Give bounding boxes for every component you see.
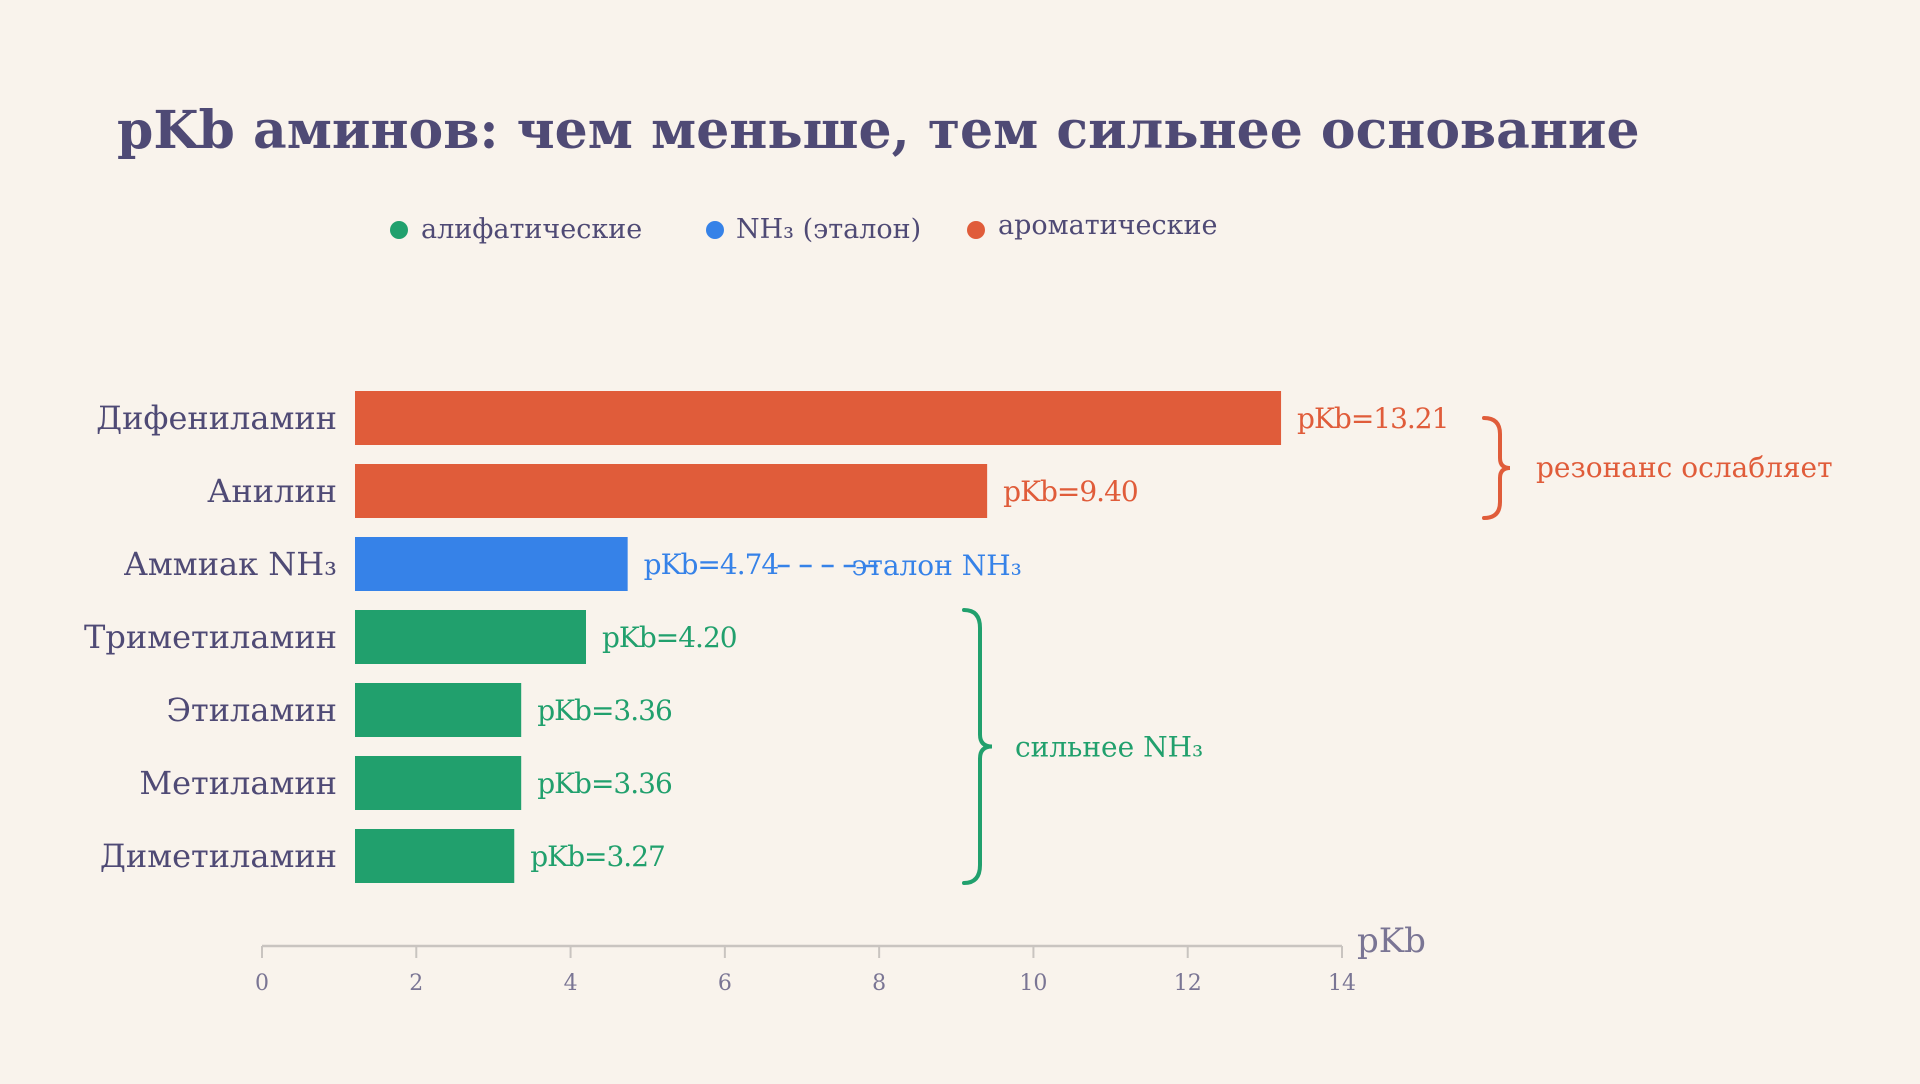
x-axis-title: pKb: [1357, 921, 1426, 961]
bar: [355, 610, 586, 664]
legend-label-reference: NH₃ (эталон): [736, 214, 921, 245]
category-label: Диметиламин: [100, 837, 337, 875]
value-label: pKb=4.20: [602, 621, 737, 654]
x-tick-label: 0: [255, 971, 269, 996]
aromatic-brace: [1482, 416, 1511, 520]
x-tick-label: 8: [872, 971, 886, 996]
legend-swatch-reference: [706, 221, 724, 239]
aromatic-note: резонанс ослабляет: [1536, 451, 1833, 484]
legend-label-aromatic: ароматические: [998, 210, 1217, 241]
x-axis-ticks: 0 2 4 6 8 10 12 14: [255, 946, 1356, 996]
value-label: pKb=3.36: [537, 767, 672, 800]
x-tick-label: 4: [564, 971, 578, 996]
bar: [355, 756, 522, 810]
value-label: pKb=13.21: [1297, 402, 1448, 435]
bar: [355, 537, 628, 591]
category-label: Триметиламин: [84, 618, 337, 656]
aliphatic-note: сильнее NH₃: [1015, 731, 1203, 764]
category-label: Этиламин: [167, 691, 337, 729]
x-axis: 0 2 4 6 8 10 12 14 pKb: [255, 921, 1426, 996]
category-label: Аммиак NH₃: [124, 545, 337, 583]
category-labels: Дифениламин Анилин Аммиак NH₃ Триметиламин Э…: [84, 399, 337, 875]
bar: [355, 683, 522, 737]
x-tick-label: 2: [409, 971, 423, 996]
reference-note: эталон NH₃: [852, 549, 1022, 582]
x-tick-label: 14: [1328, 971, 1356, 996]
value-label: pKb=4.74: [644, 548, 779, 581]
x-tick-label: 10: [1019, 971, 1047, 996]
value-label: pKb=3.36: [537, 694, 672, 727]
value-label: pKb=9.40: [1003, 475, 1138, 508]
x-tick-label: 6: [718, 971, 732, 996]
bar: [355, 829, 515, 883]
category-label: Метиламин: [139, 764, 337, 802]
bar: [355, 391, 1282, 445]
value-label: pKb=3.27: [530, 840, 665, 873]
legend: алифатические NH₃ (эталон) ароматические: [390, 210, 1217, 245]
legend-label-aliphatic: алифатические: [421, 214, 642, 245]
legend-swatch-aromatic: [967, 221, 985, 239]
x-tick-label: 12: [1174, 971, 1202, 996]
bar: [355, 464, 988, 518]
chart-title: pKb аминов: чем меньше, тем сильнее осно…: [117, 100, 1640, 161]
category-label: Анилин: [207, 472, 337, 510]
legend-swatch-aliphatic: [390, 221, 408, 239]
bar-series: [355, 391, 1282, 883]
category-label: Дифениламин: [96, 399, 337, 437]
value-labels: pKb=13.21 pKb=9.40 pKb=4.74 pKb=4.20 pKb=3.3…: [530, 402, 1449, 873]
annotations: резонанс ослабляет эталон NH₃ сильнее NH…: [777, 416, 1833, 885]
aliphatic-brace: [962, 608, 993, 885]
